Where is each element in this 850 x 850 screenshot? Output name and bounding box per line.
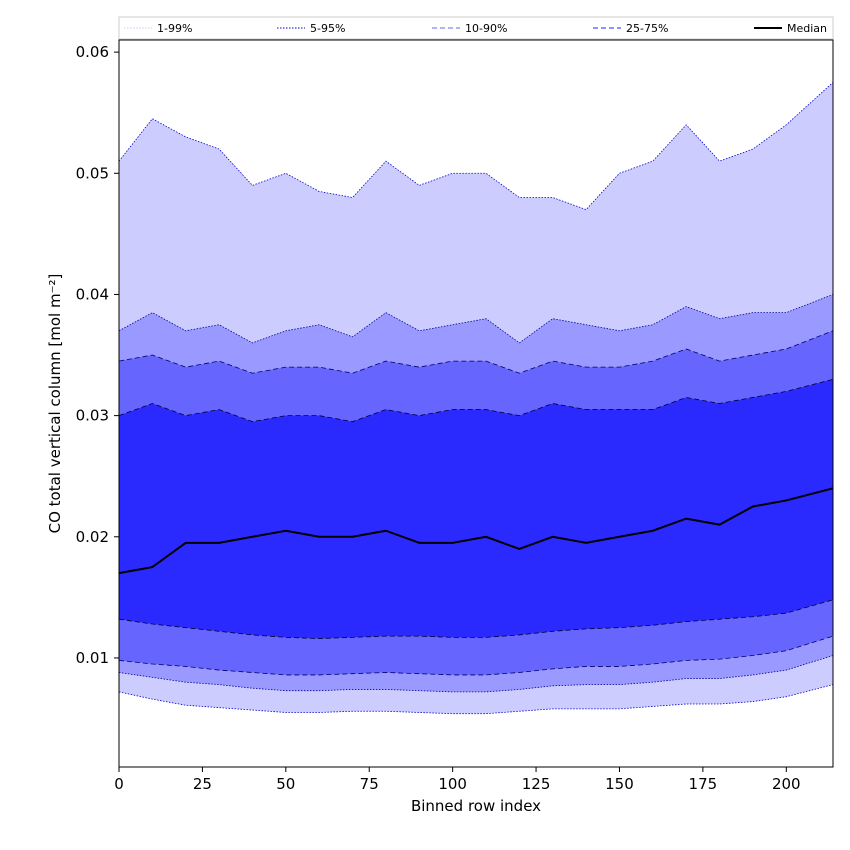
x-tick-label: 50 [276,775,295,793]
x-tick-label: 0 [114,775,124,793]
band-25-75pct [119,379,833,639]
x-tick-label: 150 [605,775,634,793]
band-lower-edge-5-95pct [118,655,834,693]
median-line [118,487,834,575]
x-tick-label: 200 [772,775,801,793]
y-tick-label: 0.04 [76,285,109,303]
band-lower-edge-10-90pct [118,635,834,676]
band-upper-edge-1-99pct [118,82,834,211]
band-lower-edge-25-75pct [118,599,834,639]
y-tick-label: 0.02 [76,528,109,546]
x-tick-label: 125 [522,775,551,793]
legend-label: 10-90% [465,22,507,35]
y-tick-label: 0.06 [76,43,109,61]
y-axis-label: CO total vertical column [mol m⁻²] [46,274,64,534]
legend-label: 25-75% [626,22,668,35]
legend-label: 1-99% [157,22,192,35]
y-tick-label: 0.01 [76,649,109,667]
x-tick-label: 25 [193,775,212,793]
legend-label: 5-95% [310,22,345,35]
band-upper-edge-5-95pct [118,294,834,344]
band-upper-edge-25-75pct [118,378,834,423]
x-tick-label: 75 [360,775,379,793]
y-axis: 0.01 0.02 0.03 0.04 0.05 0.06 [76,43,119,667]
band-upper-edge-10-90pct [118,330,834,374]
y-tick-label: 0.03 [76,407,109,425]
legend: 1-99% 5-95% 10-90% 25-75% Median [118,16,834,40]
x-axis-label: Binned row index [411,797,541,815]
x-tick-label: 175 [689,775,718,793]
plot-frame [118,39,834,768]
y-tick-label: 0.05 [76,164,109,182]
median-layer [118,487,834,575]
x-axis: 0 25 50 75 100 125 150 175 200 [114,767,801,793]
legend-box [118,16,834,40]
legend-label: Median [787,22,827,35]
x-tick-label: 100 [438,775,467,793]
band-lower-edge-1-99pct [118,684,834,715]
percentile-bands [118,82,834,715]
